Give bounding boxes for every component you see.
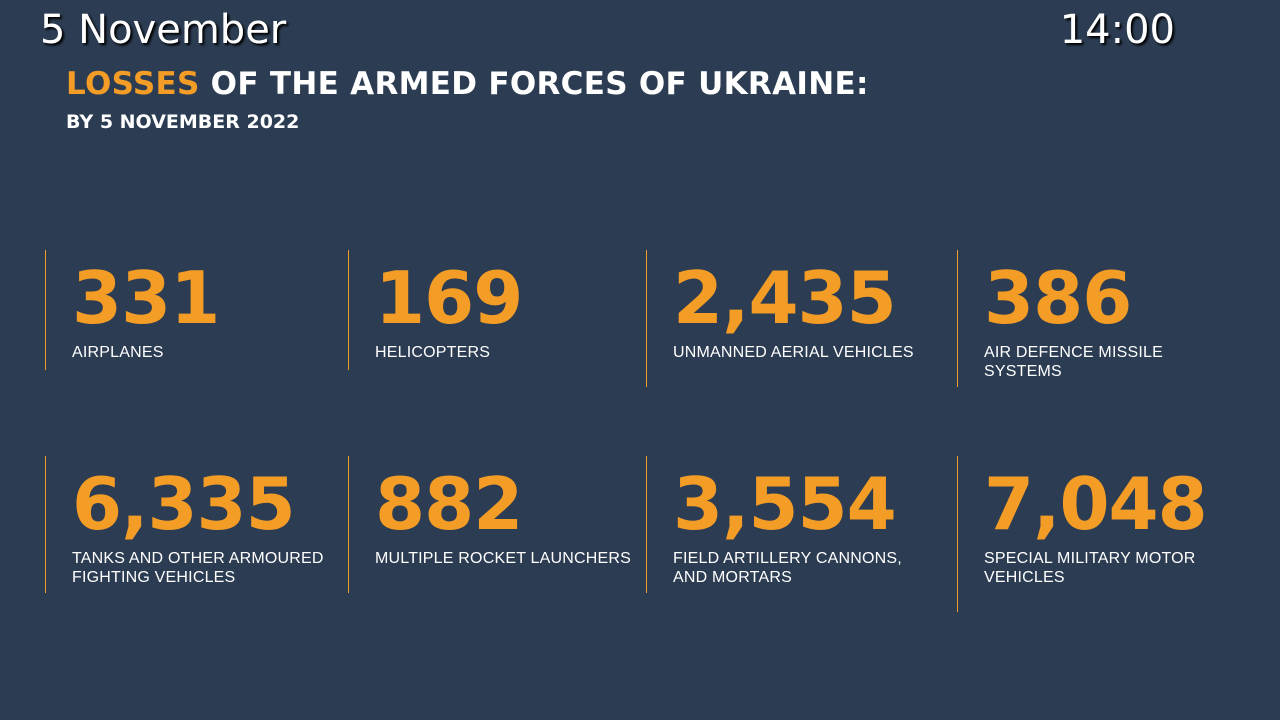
- stat-value: 331: [72, 256, 220, 340]
- stat-label: TANKS AND OTHER ARMOURED FIGHTING VEHICL…: [72, 550, 324, 586]
- stat-airplanes: 331 AIRPLANES: [45, 250, 345, 370]
- stat-label: FIELD ARTILLERY CANNONS, AND MORTARS: [673, 550, 902, 586]
- page-subtitle: BY 5 NOVEMBER 2022: [66, 111, 300, 133]
- page-title: LOSSES OF THE ARMED FORCES OF UKRAINE:: [66, 64, 869, 104]
- stat-field-artillery: 3,554 FIELD ARTILLERY CANNONS, AND MORTA…: [646, 456, 954, 593]
- stat-value: 7,048: [984, 462, 1208, 546]
- stat-value: 169: [375, 256, 523, 340]
- stat-label: AIR DEFENCE MISSILE SYSTEMS: [984, 344, 1163, 380]
- stat-value: 386: [984, 256, 1132, 340]
- stat-tanks-armoured-vehicles: 6,335 TANKS AND OTHER ARMOURED FIGHTING …: [45, 456, 345, 593]
- stat-value: 2,435: [673, 256, 897, 340]
- stat-helicopters: 169 HELICOPTERS: [348, 250, 643, 370]
- page-title-rest: OF THE ARMED FORCES OF UKRAINE:: [199, 66, 869, 102]
- stat-multiple-rocket-launchers: 882 MULTIPLE ROCKET LAUNCHERS: [348, 456, 643, 593]
- stat-label: AIRPLANES: [72, 344, 164, 361]
- stat-label: UNMANNED AERIAL VEHICLES: [673, 344, 914, 361]
- stat-value: 882: [375, 462, 523, 546]
- stat-value: 6,335: [72, 462, 296, 546]
- time-caption: 14:00: [1059, 7, 1175, 53]
- stat-air-defence-missile-systems: 386 AIR DEFENCE MISSILE SYSTEMS: [957, 250, 1257, 387]
- stat-label: MULTIPLE ROCKET LAUNCHERS: [375, 550, 632, 567]
- stat-unmanned-aerial-vehicles: 2,435 UNMANNED AERIAL VEHICLES: [646, 250, 954, 387]
- page-title-accent: LOSSES: [66, 66, 200, 102]
- stat-special-military-motor-vehicles: 7,048 SPECIAL MILITARY MOTOR VEHICLES: [957, 456, 1257, 612]
- stat-label: SPECIAL MILITARY MOTOR VEHICLES: [984, 550, 1196, 586]
- stat-value: 3,554: [673, 462, 897, 546]
- stat-label: HELICOPTERS: [375, 344, 491, 361]
- date-caption: 5 November: [40, 7, 287, 53]
